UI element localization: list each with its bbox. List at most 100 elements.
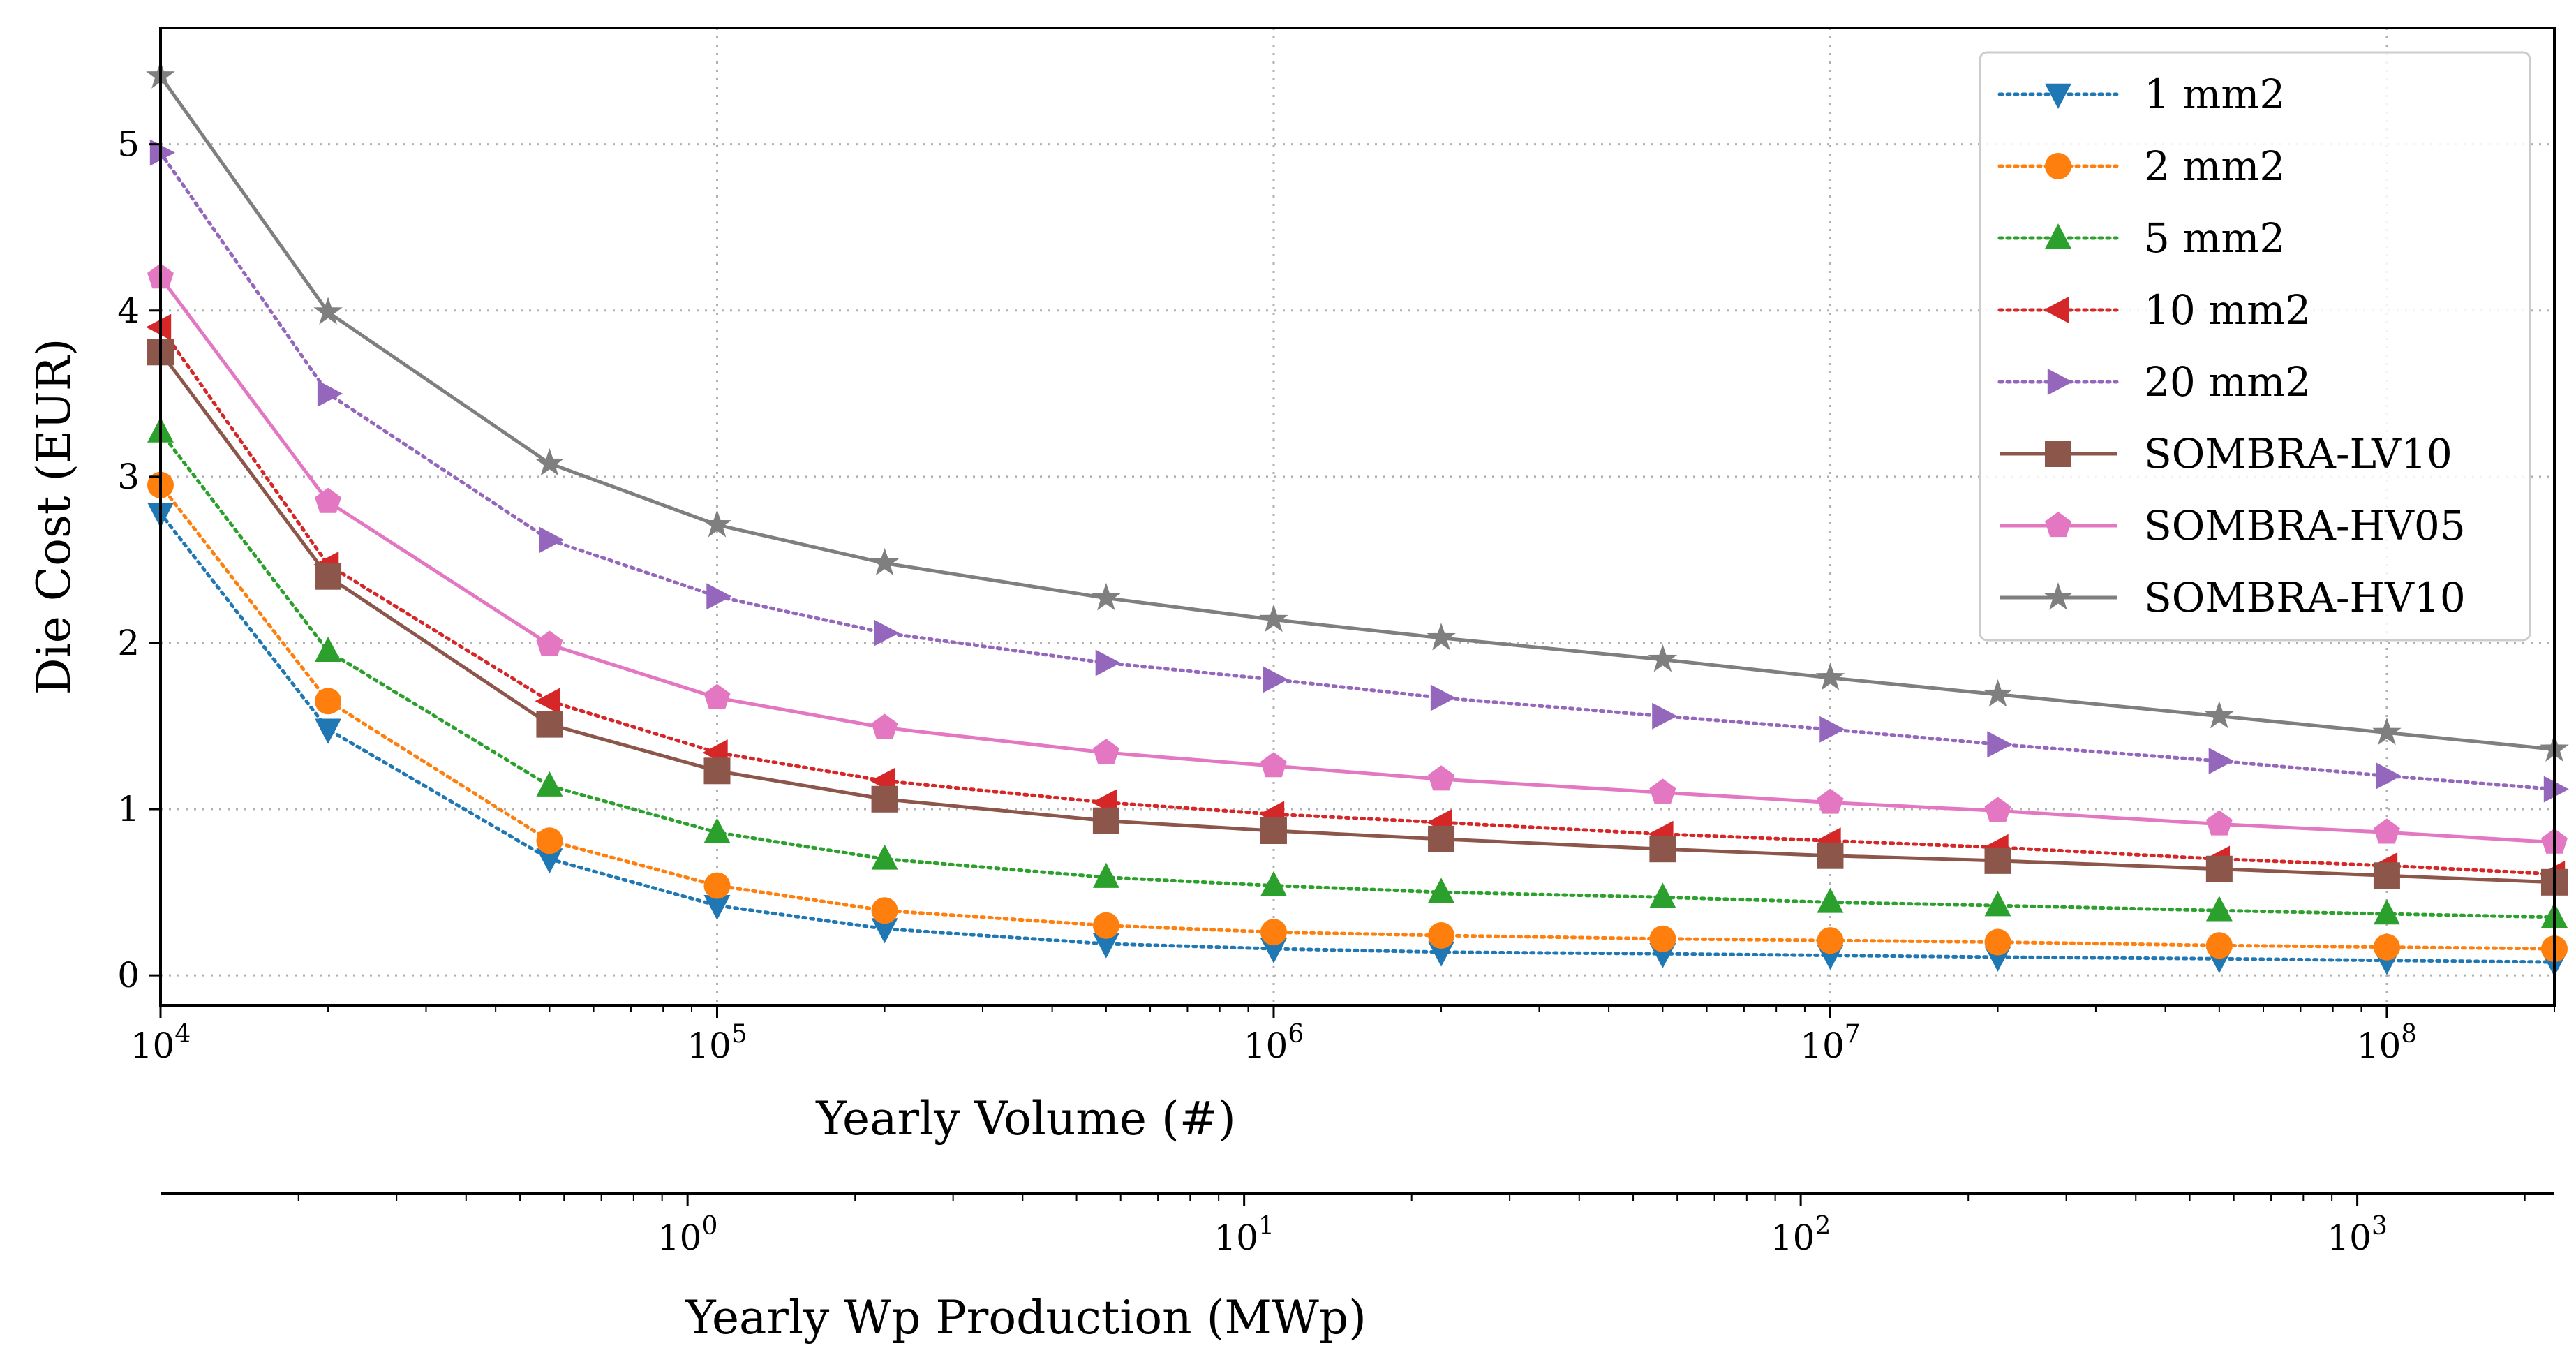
data-point [871, 844, 898, 870]
data-point [703, 817, 731, 843]
x-axis: 104 105 106 107 108 [131, 1005, 2555, 1066]
legend-item: 2 mm2 [1997, 142, 2285, 190]
data-point [1260, 871, 1287, 896]
data-point [703, 757, 731, 785]
y-tick-label: 0 [117, 955, 140, 996]
legend-label: SOMBRA-HV10 [2144, 574, 2466, 621]
data-point [1260, 919, 1287, 946]
x-tick-label: 104 [131, 1020, 191, 1066]
data-point [1817, 927, 1844, 954]
legend-marker [2043, 297, 2069, 323]
data-point [703, 894, 731, 921]
data-point [146, 313, 172, 341]
legend-item: 10 mm2 [1997, 286, 2311, 334]
data-point [1983, 679, 2013, 707]
data-point [1649, 836, 1676, 863]
data-point [2372, 717, 2402, 746]
legend-label: 20 mm2 [2144, 358, 2311, 406]
data-point [535, 688, 560, 715]
secondary-x-tick-label: 102 [1771, 1212, 1831, 1258]
data-point [1092, 912, 1119, 939]
legend-marker [2045, 223, 2071, 249]
y-tick-label: 2 [117, 623, 140, 663]
data-point [2205, 932, 2233, 959]
legend-label: 10 mm2 [2144, 286, 2311, 334]
data-point [536, 630, 563, 656]
x-tick-label: 106 [1244, 1020, 1304, 1066]
data-point [706, 583, 732, 610]
x-tick-label: 107 [1800, 1020, 1861, 1066]
data-point [1092, 739, 1119, 764]
data-point [1430, 684, 1456, 711]
data-point [1984, 928, 2011, 956]
y-axis-title: Die Cost (EUR) [27, 339, 81, 695]
secondary-x-axis-title: Yearly Wp Production (MWp) [685, 1291, 1367, 1345]
data-point [1428, 941, 1455, 967]
legend: 1 mm2 2 mm2 5 mm2 10 mm2 20 mm2 SOMBRA-LV10 SO… [1979, 51, 2531, 642]
data-point [1428, 878, 1455, 903]
data-point [703, 872, 731, 899]
series-line [158, 511, 2556, 964]
data-point [315, 636, 342, 663]
data-point [1428, 825, 1455, 852]
series-sombra-hv05 [147, 263, 2568, 854]
data-point [2373, 818, 2400, 844]
series-2-mm2 [147, 471, 2568, 963]
data-point [2543, 776, 2569, 803]
data-point [871, 713, 898, 739]
data-point [2208, 748, 2234, 774]
legend-label: 2 mm2 [2144, 142, 2285, 190]
data-point [1260, 752, 1287, 778]
data-point [317, 380, 343, 407]
data-point [874, 619, 900, 646]
legend-label: SOMBRA-LV10 [2144, 430, 2452, 478]
data-point [313, 297, 343, 325]
series-line [158, 276, 2555, 845]
series-line [158, 483, 2556, 951]
data-point [1652, 702, 1678, 730]
data-point [1649, 925, 1676, 952]
data-point [1815, 663, 1845, 690]
series-layer [146, 61, 2569, 977]
series-line [158, 151, 2556, 791]
data-point [539, 526, 565, 554]
y-tick-label: 4 [117, 290, 140, 331]
data-point [1817, 887, 1844, 913]
y-tick-label: 3 [117, 457, 140, 497]
legend-item: SOMBRA-HV05 [2000, 502, 2466, 549]
legend-marker [2045, 441, 2071, 467]
series-line [158, 325, 2556, 876]
y-axis: 0 1 2 3 4 5 [117, 124, 161, 996]
legend-box [1979, 51, 2531, 642]
plot-frame [159, 27, 2556, 1007]
x-tick-label: 108 [2357, 1020, 2418, 1066]
data-point [149, 139, 175, 166]
series-sombra-lv10 [147, 339, 2568, 896]
data-point [871, 918, 898, 944]
series-5-mm2 [147, 417, 2568, 928]
y-tick-label: 5 [117, 124, 140, 165]
data-point [2205, 855, 2233, 882]
legend-label: 5 mm2 [2144, 214, 2285, 262]
data-point [315, 563, 342, 590]
secondary-x-tick-label: 103 [2327, 1212, 2388, 1258]
data-point [1817, 842, 1844, 869]
data-point [2373, 862, 2400, 889]
secondary-x-axis: 100 101 102 103 [161, 1192, 2554, 1258]
legend-item: SOMBRA-LV10 [2000, 430, 2452, 478]
data-point [1648, 644, 1678, 672]
data-point [315, 487, 342, 513]
data-point [315, 718, 342, 744]
legend-item: 1 mm2 [1997, 71, 2285, 118]
legend-item: SOMBRA-HV10 [2000, 574, 2466, 621]
data-point [871, 897, 898, 924]
data-point [2373, 933, 2400, 961]
data-point [1092, 933, 1119, 959]
legend-marker [2045, 512, 2071, 538]
data-point [1984, 847, 2011, 874]
data-point [1092, 862, 1119, 888]
data-point [2373, 899, 2400, 925]
legend-marker [2047, 369, 2073, 395]
y-tick-label: 1 [117, 789, 140, 829]
